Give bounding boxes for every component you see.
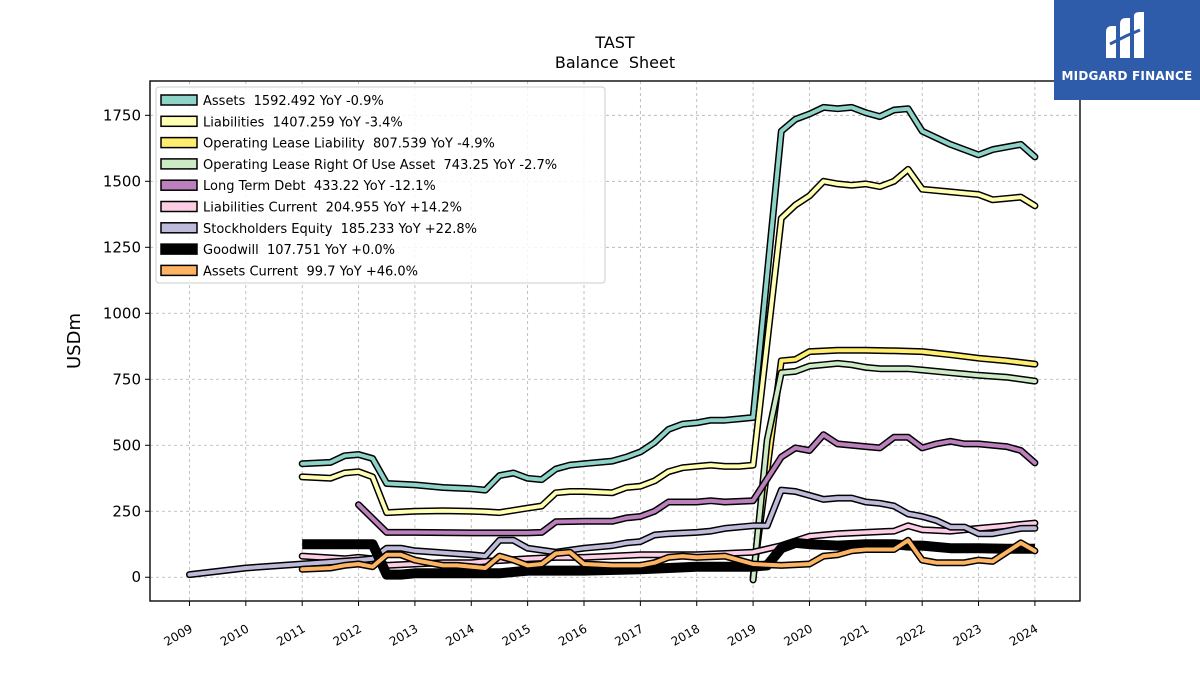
legend-label: Long Term Debt 433.22 YoY -12.1% — [203, 179, 436, 194]
x-tick-label: 2024 — [1007, 621, 1040, 648]
legend-label: Operating Lease Right Of Use Asset 743.2… — [203, 158, 557, 173]
x-tick-label: 2017 — [612, 621, 645, 648]
x-tick-label: 2009 — [162, 621, 195, 648]
legend-swatch — [160, 200, 198, 213]
brand-logo: MIDGARD FINANCE — [1054, 0, 1200, 100]
chart-subtitle: Balance Sheet — [555, 53, 675, 72]
legend-label: Goodwill 107.751 YoY +0.0% — [203, 243, 395, 258]
x-tick-label: 2014 — [443, 621, 476, 648]
x-tick-label: 2018 — [669, 621, 702, 648]
series-operating-lease-right-of-use-asset — [749, 359, 1039, 584]
series-line — [300, 105, 1037, 493]
series-stockholders-equity — [186, 486, 1039, 579]
x-tick-label: 2011 — [274, 621, 307, 648]
x-tick-label: 2021 — [838, 621, 871, 648]
y-tick-label: 500 — [112, 436, 141, 454]
series-line — [356, 432, 1037, 535]
legend-swatch — [160, 136, 198, 149]
legend-label: Assets 1592.492 YoY -0.9% — [203, 94, 384, 109]
legend-label: Operating Lease Liability 807.539 YoY -4… — [203, 137, 495, 152]
x-tick-label: 2019 — [725, 621, 758, 648]
chart-title: TAST — [594, 33, 635, 52]
legend-swatch — [160, 264, 198, 277]
series-line — [300, 538, 1037, 572]
x-tick-label: 2012 — [331, 621, 364, 648]
y-tick-label: 250 — [112, 502, 141, 520]
y-tick-label: 1500 — [103, 172, 141, 190]
legend-label: Stockholders Equity 185.233 YoY +22.8% — [203, 222, 477, 237]
series-lines — [186, 103, 1039, 584]
series-line — [751, 361, 1037, 582]
y-tick-label: 1000 — [103, 304, 141, 322]
series-line — [300, 167, 1037, 515]
x-tick-label: 2020 — [782, 621, 815, 648]
legend-swatch — [160, 115, 198, 128]
legend-swatch — [160, 94, 198, 106]
y-tick-label: 1750 — [103, 106, 141, 124]
x-tick-label: 2015 — [500, 621, 533, 648]
y-tick-label: 750 — [112, 370, 141, 388]
series-assets-current — [298, 536, 1039, 573]
brand-name: MIDGARD FINANCE — [1061, 69, 1193, 83]
y-tick-label: 1250 — [103, 238, 141, 256]
x-tick-label: 2016 — [556, 621, 589, 648]
legend-swatch — [160, 158, 198, 170]
legend-label: Assets Current 99.7 YoY +46.0% — [203, 264, 418, 279]
legend-swatch — [160, 243, 198, 255]
brand-mark-icon — [1106, 12, 1144, 58]
legend-swatch — [160, 222, 198, 234]
series-assets — [298, 103, 1039, 494]
x-tick-label: 2013 — [387, 621, 420, 648]
series-long-term-debt — [355, 431, 1039, 537]
series-liabilities — [298, 165, 1039, 517]
legend-box — [155, 86, 606, 284]
x-tick-label: 2023 — [951, 621, 984, 648]
series-line — [187, 488, 1037, 577]
series-operating-lease-liability — [749, 346, 1039, 581]
legend: Assets 1592.492 YoY -0.9% Liabilities 140… — [155, 86, 606, 284]
series-line — [751, 348, 1037, 580]
legend-swatch — [160, 179, 198, 191]
legend-label: Liabilities Current 204.955 YoY +14.2% — [203, 201, 462, 216]
x-tick-label: 2010 — [218, 621, 251, 648]
x-tick-label: 2022 — [894, 621, 927, 648]
legend-label: Liabilities 1407.259 YoY -3.4% — [203, 115, 403, 130]
plot-frame — [149, 80, 1081, 602]
y-axis-label: USDm — [64, 313, 85, 369]
y-tick-label: 0 — [131, 568, 141, 586]
